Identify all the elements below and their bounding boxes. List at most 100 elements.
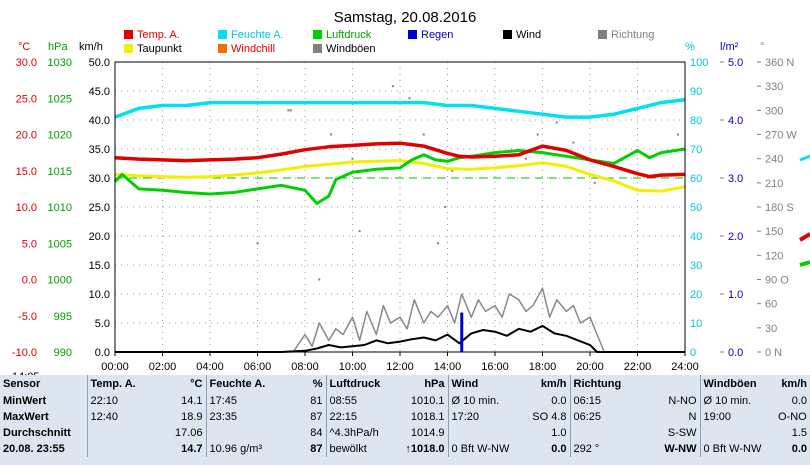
statistics-table: Sensor Temp. A. °C Feuchte A. % Luftdruc… xyxy=(0,375,810,465)
direction-point xyxy=(351,157,354,160)
x-tick-label: 20:00 xyxy=(576,361,604,373)
humidity-tick-label: 30 xyxy=(690,260,702,272)
wind-tick-label: 25.0 xyxy=(89,202,110,214)
series-line-taupunkt xyxy=(114,159,686,193)
legend-swatch xyxy=(313,44,322,53)
temp-tick-label: 15.0 xyxy=(16,166,37,178)
rain-tick-label: 1.0 xyxy=(728,289,743,301)
pressure-tick-label: 1020 xyxy=(48,130,72,142)
direction-point xyxy=(524,157,527,160)
direction-tick-label: 330 xyxy=(765,81,783,93)
humidity-axis-unit: % xyxy=(685,41,695,53)
temp-tick-label: -10.0 xyxy=(12,347,37,359)
x-tick-label: 10:00 xyxy=(339,361,367,373)
col-hum-unit: % xyxy=(312,378,323,390)
x-tick-label: 02:00 xyxy=(149,361,177,373)
wind-tick-label: 30.0 xyxy=(89,173,110,185)
humidity-tick-label: 10 xyxy=(690,318,702,330)
rain-tick-label: 5.0 xyxy=(728,57,743,69)
series-line-temp-a- xyxy=(114,141,686,179)
pressure-axis-unit: hPa xyxy=(48,41,68,53)
legend-label: Feuchte A. xyxy=(231,29,284,41)
humidity-tick-label: 50 xyxy=(690,202,702,214)
humidity-tick-label: 70 xyxy=(690,144,702,156)
col-press-unit: hPa xyxy=(424,378,445,390)
rain-axis-unit: l/m² xyxy=(720,41,739,53)
pressure-tick-label: 1015 xyxy=(48,166,72,178)
wind-tick-label: 15.0 xyxy=(89,260,110,272)
direction-point xyxy=(256,242,259,245)
direction-point xyxy=(408,97,411,100)
humidity-tick-label: 60 xyxy=(690,173,702,185)
direction-point xyxy=(676,133,679,136)
legend-label: Richtung xyxy=(611,29,654,41)
temp-tick-label: 25.0 xyxy=(16,93,37,105)
wind-tick-label: 50.0 xyxy=(89,57,110,69)
x-tick-label: 18:00 xyxy=(529,361,557,373)
legend-swatch xyxy=(313,30,322,39)
legend-swatch xyxy=(124,30,133,39)
plot-frame xyxy=(114,61,686,353)
direction-point xyxy=(444,206,447,208)
direction-tick-label: 270 W xyxy=(765,130,797,142)
legend-label: Regen xyxy=(421,29,453,41)
rain-tick-label: 4.0 xyxy=(728,115,743,127)
legend-swatch xyxy=(218,30,227,39)
temp-tick-label: 5.0 xyxy=(22,238,37,250)
pressure-tick-label: 1010 xyxy=(48,202,72,214)
col-press: Luftdruck xyxy=(325,375,396,393)
rain-tick-label: 0.0 xyxy=(728,347,743,359)
x-axis-ticks: 00:00 02:00 04:00 06:00 08:00 10:00 12:00 14:00… xyxy=(101,352,699,373)
x-tick-label: 16:00 xyxy=(481,361,509,373)
direction-tick-label: 30 xyxy=(765,323,777,335)
edge-indicator-temp xyxy=(798,232,810,242)
direction-point xyxy=(422,133,425,136)
legend-swatch xyxy=(124,44,133,53)
legend-label: Windböen xyxy=(326,43,376,55)
direction-tick-label: 180 S xyxy=(765,202,794,214)
x-tick-label: 06:00 xyxy=(244,361,272,373)
chart-grid xyxy=(115,62,685,352)
direction-point xyxy=(287,109,290,112)
temp-axis-unit: °C xyxy=(18,41,30,53)
legend-swatch xyxy=(503,30,512,39)
col-gust-unit: km/h xyxy=(781,378,807,390)
legend-label: Taupunkt xyxy=(137,43,182,55)
rain-tick-label: 3.0 xyxy=(728,173,743,185)
direction-point xyxy=(593,181,596,184)
wind-tick-label: 20.0 xyxy=(89,231,110,243)
axis-units: °C hPa km/h% l/m² ° xyxy=(18,41,764,53)
wind-tick-label: 35.0 xyxy=(89,144,110,156)
direction-point xyxy=(536,133,539,136)
temp-tick-label: 10.0 xyxy=(16,202,37,214)
x-tick-label: 08:00 xyxy=(291,361,319,373)
direction-tick-label: 60 xyxy=(765,299,777,311)
pressure-tick-label: 990 xyxy=(54,347,72,359)
legend-swatch xyxy=(598,30,607,39)
direction-axis-unit: ° xyxy=(760,41,764,53)
col-sensor: Sensor xyxy=(3,378,41,390)
rain-bar xyxy=(460,312,464,352)
legend-swatch xyxy=(218,44,227,53)
direction-point xyxy=(318,278,321,281)
x-tick-label: 14:00 xyxy=(434,361,462,373)
legend-label: Windchill xyxy=(231,43,275,55)
table-header-row: Sensor Temp. A. °C Feuchte A. % Luftdruc… xyxy=(0,375,810,393)
col-hum: Feuchte A. xyxy=(205,375,282,393)
humidity-tick-label: 90 xyxy=(690,86,702,98)
direction-point xyxy=(358,230,361,233)
col-dir: Richtung xyxy=(569,375,642,393)
series-line-wind xyxy=(115,324,685,353)
series-line-feuchte-a- xyxy=(114,97,686,119)
direction-tick-label: 120 xyxy=(765,250,783,262)
direction-tick-label: 90 O xyxy=(765,275,789,287)
x-tick-label: 22:00 xyxy=(624,361,652,373)
col-gust: Windböen xyxy=(699,375,775,393)
legend-swatch xyxy=(408,30,417,39)
x-tick-label: 12:00 xyxy=(386,361,414,373)
chart-legend: Temp. A. Feuchte A. Luftdruck Regen Wind Rich… xyxy=(124,29,654,55)
pressure-tick-label: 1025 xyxy=(48,93,72,105)
pressure-tick-label: 995 xyxy=(54,311,72,323)
edge-indicator-humidity xyxy=(799,154,810,162)
chart-title: Samstag, 20.08.2016 xyxy=(334,9,477,26)
